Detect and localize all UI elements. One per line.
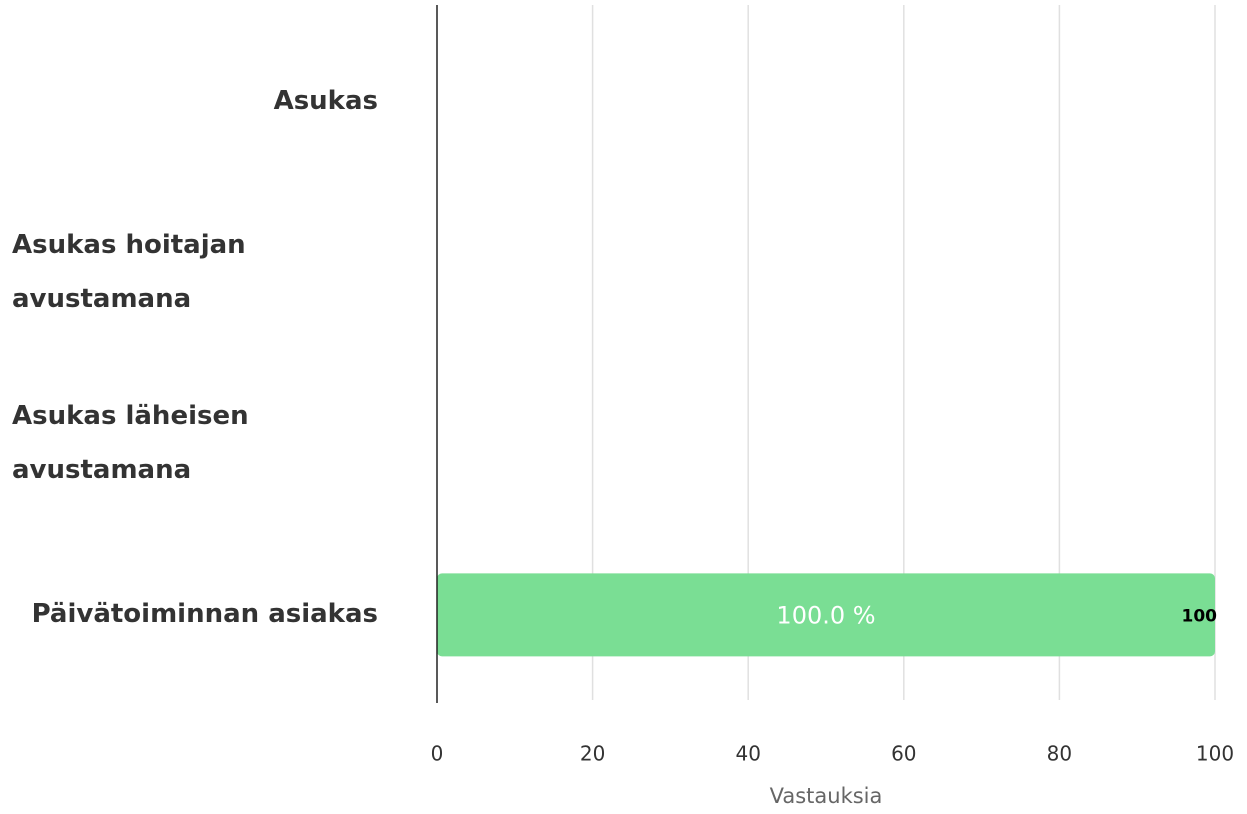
x-tick-label: 80 [1047, 742, 1072, 766]
category-label-box: Asukas [12, 15, 378, 186]
y-tick-label: Asukas [273, 85, 378, 116]
x-tick-label: 60 [891, 742, 916, 766]
percentage-label: 100.0 % [776, 601, 875, 629]
y-tick-label: Asukas läheisen avustamana [12, 401, 249, 486]
x-tick-label: 20 [580, 742, 605, 766]
category-label-box: Asukas läheisen avustamana [12, 358, 378, 529]
x-tick-label: 0 [431, 742, 444, 766]
bar [437, 573, 1215, 657]
x-axis-label: Vastauksia [770, 784, 883, 808]
x-tick-label: 100 [1196, 742, 1234, 766]
category-label-box: Asukas hoitajan avustamana [12, 186, 378, 357]
value-label: 100 [1182, 606, 1218, 626]
x-tick-label: 40 [735, 742, 760, 766]
category-label-box: Päivätoiminnan asiakas [12, 529, 378, 700]
y-tick-label: Asukas hoitajan avustamana [12, 229, 246, 314]
y-tick-label: Päivätoiminnan asiakas [31, 599, 378, 630]
